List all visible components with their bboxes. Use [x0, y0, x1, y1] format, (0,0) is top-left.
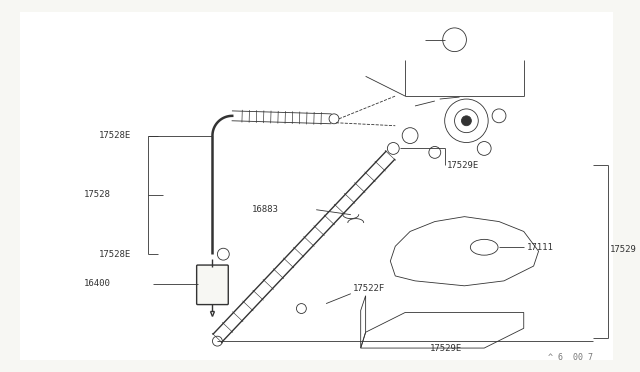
- Text: 17111: 17111: [527, 243, 554, 252]
- Text: 17529E: 17529E: [447, 161, 479, 170]
- Text: 17529E: 17529E: [430, 344, 462, 353]
- Text: 16400: 16400: [84, 279, 111, 288]
- Circle shape: [461, 116, 472, 126]
- Text: 17522F: 17522F: [353, 284, 385, 293]
- FancyBboxPatch shape: [196, 265, 228, 305]
- Text: 17528E: 17528E: [99, 131, 131, 140]
- Text: 17529: 17529: [610, 245, 637, 254]
- Text: 16883: 16883: [252, 205, 279, 214]
- Text: 17528: 17528: [84, 190, 111, 199]
- Text: 17528E: 17528E: [99, 250, 131, 259]
- Text: ^ 6  00 7: ^ 6 00 7: [548, 353, 593, 362]
